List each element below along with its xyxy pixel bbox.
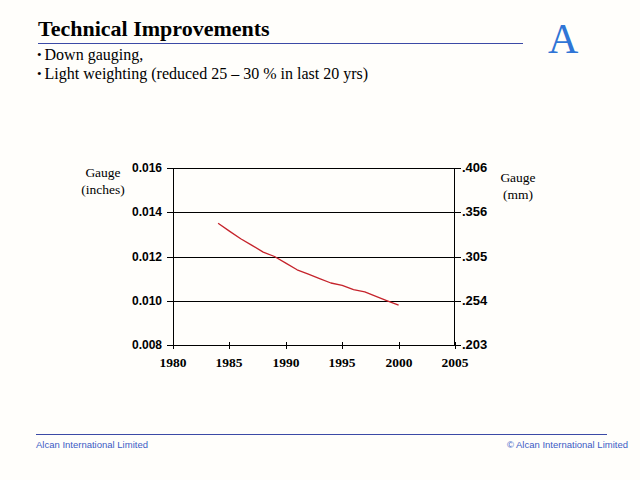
y-axis-tick-label-inches: 0.010 [96, 293, 162, 309]
footer-company: Alcan International Limited [36, 439, 148, 450]
chart-plot-area [160, 160, 480, 360]
y-axis-tick-label-inches: 0.014 [96, 204, 162, 220]
bullet-item: •Light weighting (reduced 25 – 30 % in l… [37, 64, 368, 83]
right-axis-title-line1: Gauge [489, 169, 547, 186]
bullet-text: Light weighting (reduced 25 – 30 % in la… [45, 65, 369, 82]
bullet-text: Down gauging, [45, 46, 144, 63]
bullet-list: •Down gauging, •Light weighting (reduced… [37, 45, 368, 83]
footer-copyright: © Alcan International Limited [507, 439, 628, 450]
left-axis-title-line1: Gauge [58, 164, 148, 181]
bullet-icon: • [37, 64, 42, 83]
title-underline [38, 43, 523, 44]
left-axis-title-line2: (inches) [58, 181, 148, 198]
right-axis-title: Gauge (mm) [489, 169, 547, 203]
y-axis-tick-label-inches: 0.008 [96, 337, 162, 353]
left-axis-title: Gauge (inches) [58, 164, 148, 198]
right-axis-title-line2: (mm) [489, 186, 547, 203]
bullet-item: •Down gauging, [37, 45, 368, 64]
footer-divider [36, 434, 607, 435]
gauge-series-line [218, 223, 399, 305]
y-axis-tick-label-inches: 0.012 [96, 249, 162, 265]
section-letter: A [548, 18, 578, 60]
bullet-icon: • [37, 45, 42, 64]
page-title: Technical Improvements [38, 16, 270, 42]
slide: Technical Improvements A •Down gauging, … [0, 0, 640, 480]
